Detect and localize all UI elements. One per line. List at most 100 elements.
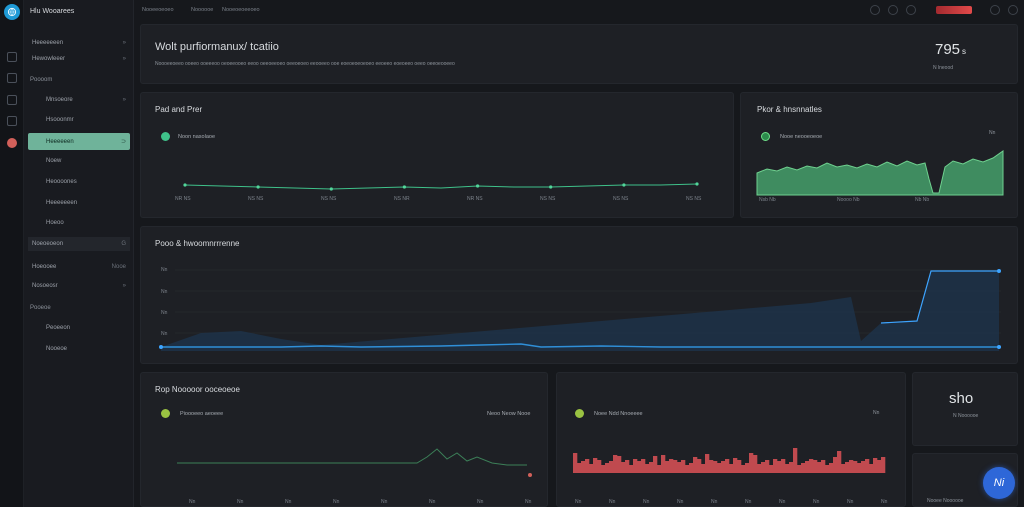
bar: [805, 461, 810, 473]
sidebar-item[interactable]: Mnsoeore »: [28, 93, 130, 107]
area-chart-panel: Pkor & hnsnnatles Nooe neooeoeoe Nn Nsb …: [740, 92, 1018, 218]
document-icon[interactable]: [7, 95, 17, 105]
sidebar-item[interactable]: Peoeeon: [28, 321, 130, 335]
bar: [585, 459, 590, 473]
x-tick: Nn: [285, 499, 292, 505]
x-tick: Nsb Nb: [759, 197, 776, 203]
alert-status-bar[interactable]: [936, 6, 972, 14]
settings-icon[interactable]: [906, 5, 916, 15]
bar: [601, 465, 606, 473]
bar: [617, 456, 622, 473]
red-bar-chart: [573, 448, 886, 473]
bar: [713, 461, 718, 473]
user-icon[interactable]: [1008, 5, 1018, 15]
bar: [721, 461, 726, 473]
layers-icon[interactable]: [7, 73, 17, 83]
green-area-chart: [756, 150, 1004, 196]
bar: [685, 465, 690, 473]
bar: [841, 464, 846, 473]
app-logo[interactable]: [4, 4, 20, 20]
line-chart-panel: Pad and Prer Noon nasolaoe NR NS NS NS NS …: [140, 92, 734, 218]
assistant-button[interactable]: Ni: [983, 467, 1015, 499]
bar: [881, 457, 886, 473]
top-nav-link[interactable]: Nooeeoeoeo: [142, 7, 174, 13]
dashboard-icon[interactable]: [7, 52, 17, 62]
bar: [865, 459, 870, 473]
sidebar-item-active[interactable]: Heeeeeen ⊃: [28, 133, 130, 150]
forward-icon[interactable]: [888, 5, 898, 15]
sidebar-item-label: Noew: [46, 158, 62, 164]
bar: [833, 457, 838, 473]
sidebar-item-label: Heoooones: [46, 179, 77, 185]
top-nav-link[interactable]: Nooeoeoeeoeo: [222, 7, 260, 13]
bar: [789, 462, 794, 473]
bar: [697, 459, 702, 473]
sidebar-item-label: Hoeooee: [32, 264, 57, 270]
sidebar-item[interactable]: Noeoeoeon G: [28, 237, 130, 251]
spike-series: [880, 270, 999, 324]
bar: [645, 464, 650, 473]
bar: [657, 465, 662, 473]
x-tick: NR NS: [467, 196, 483, 202]
back-icon[interactable]: [870, 5, 880, 15]
sidebar-item[interactable]: Heeeeeeen »: [28, 36, 130, 50]
sidebar-item[interactable]: Noew: [28, 154, 130, 168]
chart-icon[interactable]: [7, 116, 17, 126]
sidebar-item[interactable]: Hsooonmr: [28, 113, 130, 127]
y-tick: Nn: [161, 289, 168, 295]
chevron-icon: »: [122, 97, 126, 103]
top-nav-link[interactable]: Noooooe: [191, 7, 214, 13]
bar: [741, 465, 746, 473]
panel-title: Pkor & hnsnnatles: [757, 105, 822, 114]
x-tick: Nn: [745, 499, 752, 505]
bar: [761, 462, 766, 473]
bar: [869, 464, 874, 473]
sidebar-item[interactable]: Nosoeosr »: [28, 279, 130, 293]
sidebar-item-label: Nooeoe: [46, 346, 68, 352]
sidebar-item-label: Heeeeeeen: [46, 200, 78, 206]
bar: [633, 459, 638, 473]
x-tick: Nn: [525, 499, 532, 505]
bar: [717, 463, 722, 473]
series-marker: [528, 473, 532, 477]
sidebar-item[interactable]: Hewowleeer »: [28, 52, 130, 66]
bar: [785, 464, 790, 473]
bar: [625, 460, 630, 473]
sidebar-item-label: Hsooonmr: [46, 117, 74, 123]
stat-card-caption: N Noooooe: [953, 413, 979, 419]
bar: [853, 461, 858, 473]
series-point: [622, 183, 626, 187]
legend-dot: [161, 132, 170, 141]
bar: [861, 461, 866, 473]
globe-icon: [7, 7, 17, 17]
series-point: [476, 184, 480, 188]
panel-title: Pad and Prer: [155, 105, 203, 114]
page-subtitle: Noooeeoeeo ooeeo ooeeeoo oeoeeooeo eeoo …: [155, 61, 455, 67]
chevron-icon: »: [122, 40, 126, 46]
sidebar-item[interactable]: Heoooones: [28, 175, 130, 189]
chevron-icon: »: [122, 283, 126, 289]
bar: [873, 458, 878, 473]
bar: [845, 462, 850, 473]
sidebar-item[interactable]: Hoeooee Nooe: [28, 260, 130, 274]
sidebar-item[interactable]: Hoeoo: [28, 216, 130, 230]
x-tick: Nn: [237, 499, 244, 505]
panel-corner-label: Nn: [873, 410, 880, 416]
bar: [693, 457, 698, 473]
x-tick: Nn: [779, 499, 786, 505]
bar: [669, 459, 674, 473]
sidebar-item-label: Mnsoeore: [46, 97, 73, 103]
bar: [781, 459, 786, 473]
sidebar-item[interactable]: Nooeoe: [28, 342, 130, 356]
bar: [877, 460, 882, 473]
alert-icon[interactable]: [7, 138, 17, 148]
bar: [765, 460, 770, 473]
stat-card-caption: Nooee Noooooe: [927, 498, 964, 504]
bar: [729, 464, 734, 473]
sidebar-item[interactable]: Heeeeeeen: [28, 196, 130, 210]
chevron-icon: »: [122, 56, 126, 62]
bar: [797, 465, 802, 473]
sidebar-item-label: Nosoeosr: [32, 283, 58, 289]
notification-icon[interactable]: [990, 5, 1000, 15]
x-tick: NS NS: [613, 196, 629, 202]
